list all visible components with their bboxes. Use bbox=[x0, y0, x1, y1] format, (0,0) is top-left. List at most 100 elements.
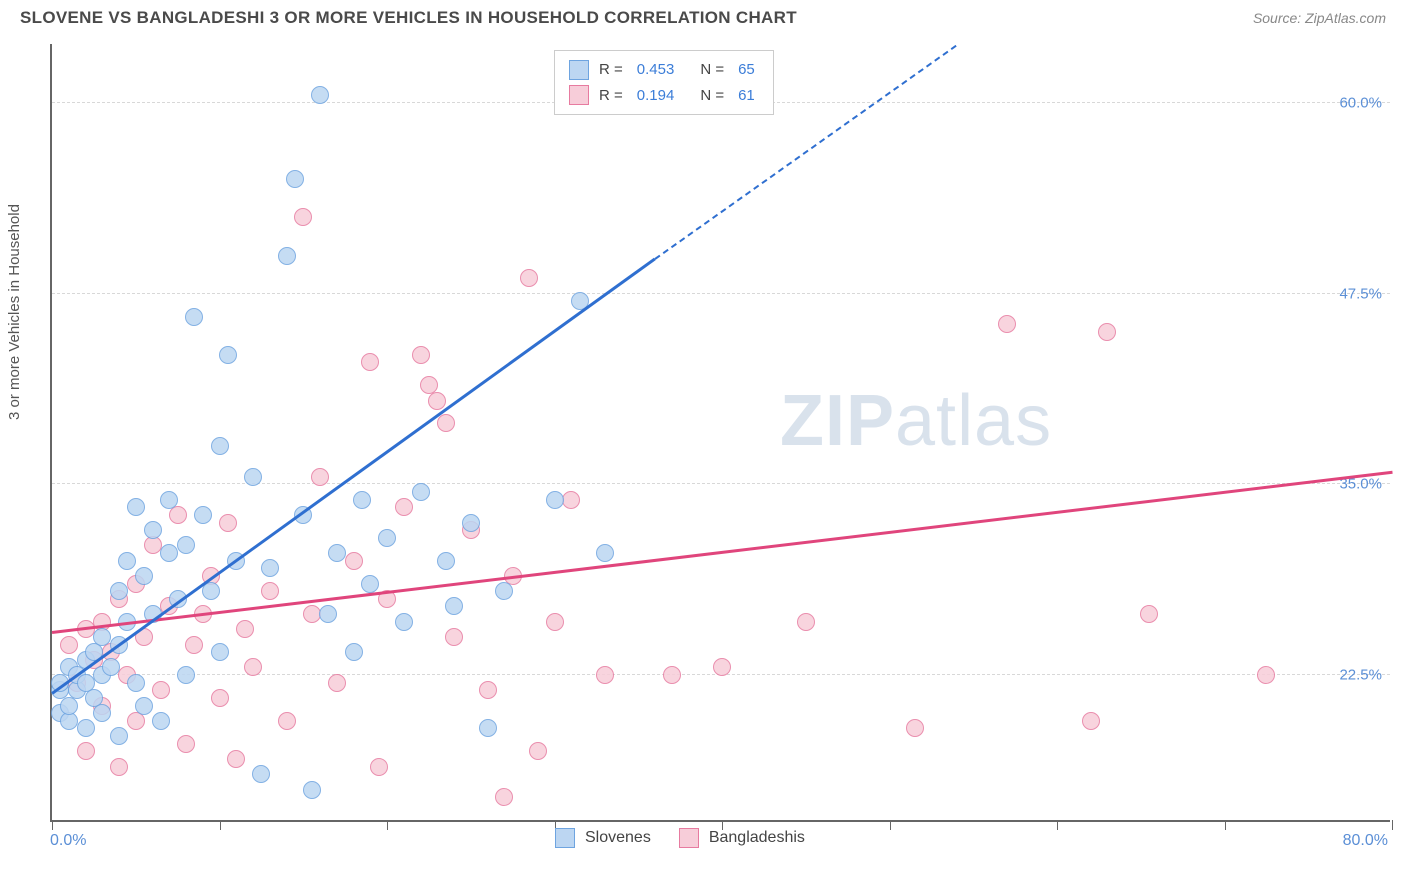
scatter-point bbox=[211, 643, 229, 661]
scatter-point bbox=[311, 468, 329, 486]
r-label: R = bbox=[599, 57, 623, 83]
y-tick-label: 22.5% bbox=[1339, 667, 1382, 684]
scatter-point bbox=[185, 308, 203, 326]
scatter-point bbox=[110, 758, 128, 776]
scatter-point bbox=[311, 86, 329, 104]
chart-plot-area: 22.5%35.0%47.5%60.0% bbox=[50, 44, 1390, 822]
scatter-point bbox=[495, 582, 513, 600]
n-value: 61 bbox=[738, 83, 755, 109]
scatter-point bbox=[77, 742, 95, 760]
r-label: R = bbox=[599, 83, 623, 109]
scatter-point bbox=[529, 742, 547, 760]
legend-swatch bbox=[679, 828, 699, 848]
y-tick-label: 47.5% bbox=[1339, 285, 1382, 302]
scatter-point bbox=[77, 719, 95, 737]
scatter-point bbox=[495, 788, 513, 806]
scatter-point bbox=[328, 544, 346, 562]
legend-swatch bbox=[569, 85, 589, 105]
scatter-point bbox=[144, 521, 162, 539]
scatter-point bbox=[60, 636, 78, 654]
scatter-point bbox=[445, 628, 463, 646]
scatter-point bbox=[202, 582, 220, 600]
scatter-point bbox=[152, 681, 170, 699]
n-value: 65 bbox=[738, 57, 755, 83]
scatter-point bbox=[361, 353, 379, 371]
scatter-point bbox=[127, 674, 145, 692]
scatter-point bbox=[127, 712, 145, 730]
scatter-point bbox=[328, 674, 346, 692]
legend-series-item: Slovenes bbox=[555, 828, 651, 848]
scatter-point bbox=[412, 483, 430, 501]
legend-swatch bbox=[555, 828, 575, 848]
scatter-point bbox=[303, 781, 321, 799]
scatter-point bbox=[152, 712, 170, 730]
scatter-point bbox=[345, 643, 363, 661]
scatter-point bbox=[1257, 666, 1275, 684]
legend-series-item: Bangladeshis bbox=[679, 828, 805, 848]
scatter-point bbox=[797, 613, 815, 631]
scatter-point bbox=[412, 346, 430, 364]
y-axis-label: 3 or more Vehicles in Household bbox=[6, 204, 23, 420]
scatter-point bbox=[1082, 712, 1100, 730]
x-tick bbox=[387, 820, 388, 830]
scatter-point bbox=[278, 247, 296, 265]
scatter-point bbox=[135, 697, 153, 715]
scatter-point bbox=[663, 666, 681, 684]
scatter-point bbox=[135, 567, 153, 585]
x-tick bbox=[52, 820, 53, 830]
scatter-point bbox=[378, 529, 396, 547]
gridline bbox=[52, 293, 1390, 294]
scatter-point bbox=[261, 559, 279, 577]
scatter-point bbox=[219, 514, 237, 532]
scatter-point bbox=[596, 544, 614, 562]
scatter-point bbox=[261, 582, 279, 600]
scatter-point bbox=[118, 552, 136, 570]
scatter-point bbox=[244, 468, 262, 486]
scatter-point bbox=[998, 315, 1016, 333]
trend-line bbox=[51, 258, 655, 695]
scatter-point bbox=[546, 613, 564, 631]
scatter-point bbox=[479, 719, 497, 737]
correlation-legend: R =0.453N =65R =0.194N =61 bbox=[554, 50, 774, 115]
scatter-point bbox=[286, 170, 304, 188]
scatter-point bbox=[462, 514, 480, 532]
scatter-point bbox=[127, 498, 145, 516]
scatter-point bbox=[445, 597, 463, 615]
scatter-point bbox=[278, 712, 296, 730]
scatter-point bbox=[93, 628, 111, 646]
x-axis-max-label: 80.0% bbox=[1343, 832, 1388, 850]
scatter-point bbox=[160, 544, 178, 562]
source-attribution: Source: ZipAtlas.com bbox=[1253, 10, 1386, 26]
x-tick bbox=[220, 820, 221, 830]
legend-stat-row: R =0.194N =61 bbox=[569, 83, 759, 109]
scatter-point bbox=[252, 765, 270, 783]
x-tick bbox=[1057, 820, 1058, 830]
scatter-point bbox=[194, 506, 212, 524]
scatter-point bbox=[93, 704, 111, 722]
scatter-point bbox=[395, 498, 413, 516]
scatter-point bbox=[211, 689, 229, 707]
scatter-point bbox=[596, 666, 614, 684]
scatter-point bbox=[428, 392, 446, 410]
y-tick-label: 60.0% bbox=[1339, 95, 1382, 112]
scatter-point bbox=[520, 269, 538, 287]
x-tick bbox=[1392, 820, 1393, 830]
scatter-point bbox=[437, 552, 455, 570]
scatter-point bbox=[177, 536, 195, 554]
scatter-point bbox=[160, 491, 178, 509]
trend-line bbox=[52, 471, 1392, 634]
legend-stat-row: R =0.453N =65 bbox=[569, 57, 759, 83]
scatter-point bbox=[395, 613, 413, 631]
chart-title: SLOVENE VS BANGLADESHI 3 OR MORE VEHICLE… bbox=[20, 8, 797, 28]
scatter-point bbox=[60, 697, 78, 715]
scatter-point bbox=[319, 605, 337, 623]
legend-series-label: Slovenes bbox=[585, 829, 651, 847]
x-axis-origin-label: 0.0% bbox=[50, 832, 86, 850]
series-legend: Slovenes Bangladeshis bbox=[555, 828, 805, 848]
n-label: N = bbox=[700, 83, 724, 109]
scatter-point bbox=[437, 414, 455, 432]
scatter-point bbox=[1140, 605, 1158, 623]
scatter-point bbox=[345, 552, 363, 570]
r-value: 0.453 bbox=[637, 57, 675, 83]
x-tick bbox=[1225, 820, 1226, 830]
